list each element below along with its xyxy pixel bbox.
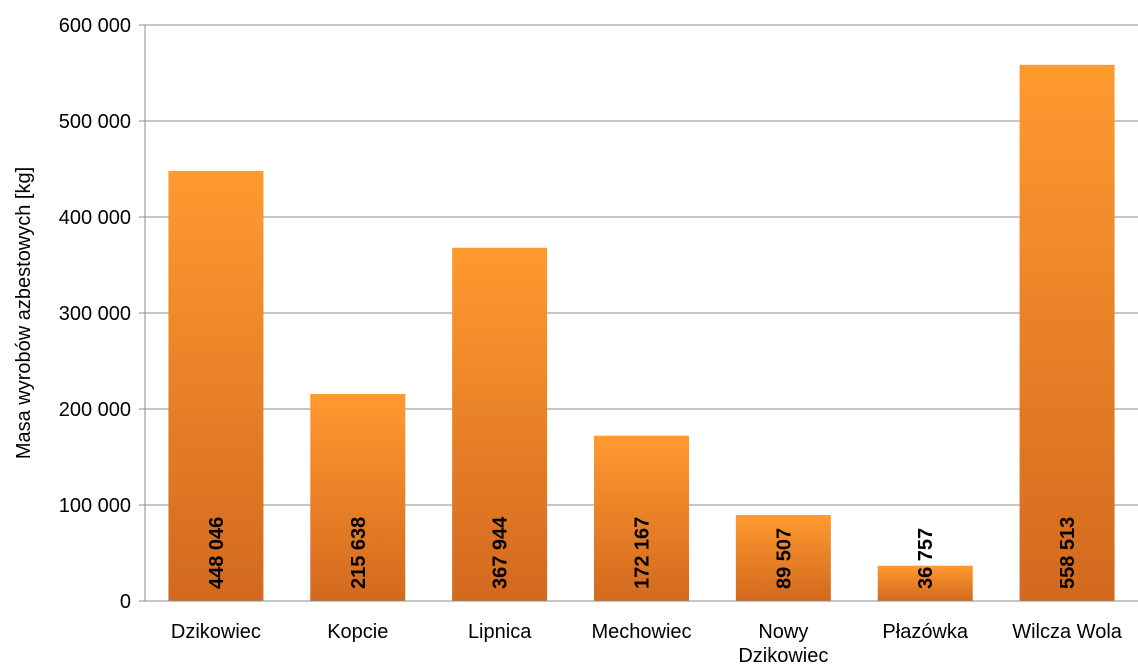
y-tick-label: 200 000 <box>59 399 131 421</box>
data-label: 172 167 <box>632 517 654 589</box>
bar <box>1019 64 1115 602</box>
data-label: 89 507 <box>773 528 795 589</box>
y-tick-label: 400 000 <box>59 207 131 229</box>
labels: 0 100 000 200 000 300 000 400 000 500 000 600 … <box>59 15 1123 667</box>
x-tick-label: Dzikowiec <box>171 621 261 643</box>
data-label: 215 638 <box>348 517 370 589</box>
bar <box>735 515 831 601</box>
x-tick-label: Lipnica <box>468 621 532 643</box>
y-axis-title: Masa wyrobów azbestowych [kg] <box>13 167 35 459</box>
y-tick-label: 600 000 <box>59 15 131 37</box>
gridlines <box>145 24 1138 506</box>
x-tick-label: Wilcza Wola <box>1012 621 1123 643</box>
y-tick-label: 0 <box>120 591 131 613</box>
y-tick-label: 100 000 <box>59 495 131 517</box>
data-label: 36 757 <box>915 528 937 589</box>
y-tick-label: 500 000 <box>59 111 131 133</box>
bar <box>452 247 548 602</box>
data-label: 448 046 <box>206 517 228 589</box>
bars <box>168 64 1115 602</box>
x-tick-label: Kopcie <box>327 621 388 643</box>
bar <box>594 435 689 601</box>
x-tick-label: Dzikowiec <box>738 645 828 667</box>
x-tick-label: Płazówka <box>882 621 968 643</box>
x-tick-label: Nowy <box>758 621 808 643</box>
data-label: 367 944 <box>490 516 512 589</box>
axes <box>139 24 1138 602</box>
data-label: 558 513 <box>1057 517 1079 589</box>
bar <box>310 393 406 601</box>
y-tick-label: 300 000 <box>59 303 131 325</box>
bar <box>168 170 264 601</box>
bar <box>877 565 973 601</box>
x-tick-label: Mechowiec <box>591 621 691 643</box>
